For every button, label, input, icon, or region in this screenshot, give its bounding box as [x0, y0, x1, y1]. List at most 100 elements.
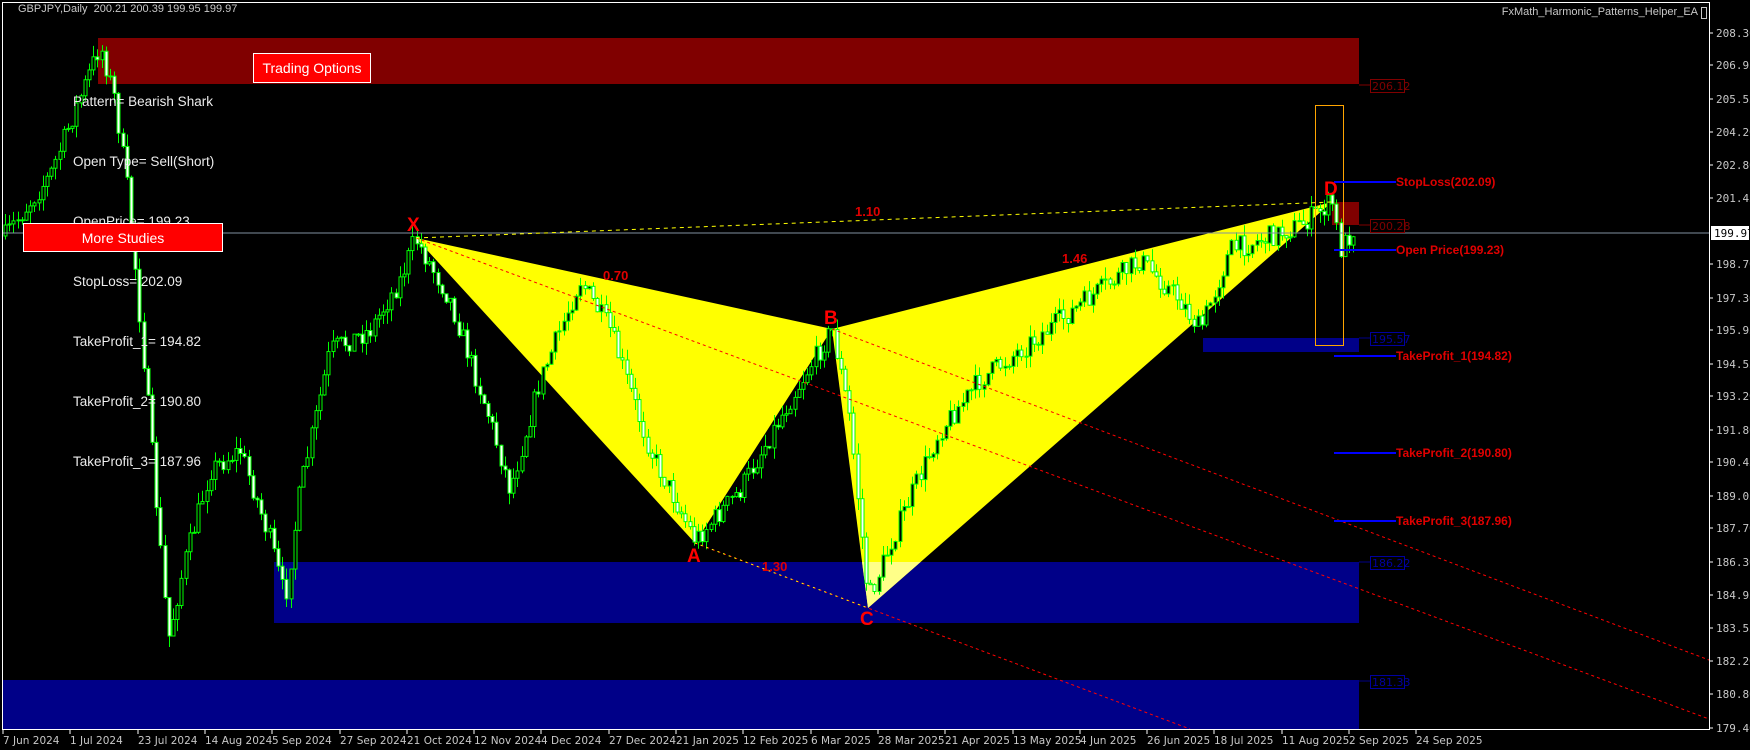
candle: [402, 262, 407, 287]
price-tick-label: 187.70: [1716, 522, 1750, 535]
candle: [1166, 280, 1171, 298]
trading-options-button[interactable]: Trading Options: [253, 53, 371, 83]
candle: [268, 524, 273, 539]
candle: [83, 75, 88, 101]
candle: [137, 258, 142, 333]
candle: [814, 335, 819, 375]
candle: [1087, 281, 1092, 306]
candle: [553, 330, 558, 360]
candle: [280, 556, 285, 590]
price-tick-label: 201.45: [1716, 192, 1750, 205]
candle: [28, 200, 33, 224]
candle: [1049, 313, 1054, 341]
candle: [591, 282, 596, 301]
candle: [692, 517, 697, 546]
candle: [625, 349, 630, 385]
candle: [843, 365, 848, 392]
candle: [209, 470, 214, 496]
trend-line-a: [694, 542, 1191, 729]
ratio-xb-label: 0.70: [603, 268, 628, 283]
pattern-triangle-bcd-overlap: [862, 562, 921, 608]
candle: [1066, 317, 1071, 333]
current-price-tag: 199.97: [1711, 226, 1750, 240]
candle: [1330, 193, 1335, 212]
candle: [935, 435, 940, 460]
trend-line-b: [831, 328, 1709, 661]
price-tick-label: 195.95: [1716, 324, 1750, 337]
candle: [847, 385, 852, 421]
date-tick-label: 6 Mar 2025: [811, 735, 871, 747]
candle: [1234, 232, 1239, 253]
candle: [289, 568, 294, 609]
candle: [188, 523, 193, 561]
price-tick-label: 194.55: [1716, 358, 1750, 371]
ratio-ac-label: 1.30: [762, 559, 787, 574]
date-tick-label: 21 Jan 2025: [676, 735, 739, 747]
more-studies-button[interactable]: More Studies: [23, 223, 223, 252]
candle: [1032, 330, 1037, 352]
ea-smiley-icon[interactable]: [1701, 7, 1707, 19]
candle: [528, 415, 533, 438]
d-completion-box[interactable]: [1315, 105, 1344, 346]
candle: [221, 454, 226, 474]
candle: [524, 435, 529, 458]
candle: [108, 68, 113, 81]
date-tick-label: 12 Feb 2025: [743, 735, 808, 747]
candle: [961, 392, 966, 412]
candle: [885, 546, 890, 557]
candle: [520, 446, 525, 474]
candle: [620, 348, 625, 370]
candle: [205, 480, 210, 514]
candle: [1150, 249, 1155, 274]
date-tick-label: 28 Mar 2025: [878, 735, 945, 747]
ratio-xd-label: 1.10: [855, 204, 880, 219]
candle: [646, 428, 651, 457]
candle: [721, 500, 726, 524]
candle: [570, 301, 575, 321]
candle: [1284, 235, 1289, 248]
candle: [242, 445, 247, 459]
price-axis[interactable]: 208.30 206.95 205.55 204.20 202.80 201.45 198.…: [1709, 27, 1750, 735]
candle: [818, 342, 823, 370]
candle: [776, 418, 781, 430]
info-take-profit-2: TakeProfit_2= 190.80: [73, 394, 201, 409]
take-profit-1-label: TakeProfit_1(194.82): [1396, 349, 1512, 363]
candle: [805, 368, 810, 386]
candle: [146, 365, 151, 396]
candle: [1162, 280, 1167, 296]
candle: [276, 540, 281, 572]
candle: [713, 505, 718, 532]
candle: [431, 258, 436, 284]
candle: [536, 380, 541, 398]
svg-text:200.28: 200.28: [1372, 220, 1411, 233]
candle: [696, 523, 701, 549]
candle: [184, 549, 189, 586]
candle: [3, 213, 8, 240]
candle: [851, 406, 856, 460]
candle: [297, 485, 302, 532]
candle: [1108, 277, 1113, 290]
stop-loss-label: StopLoss(202.09): [1396, 175, 1495, 189]
candle: [1250, 244, 1255, 259]
candle: [339, 336, 344, 342]
candle: [1187, 294, 1192, 325]
candle: [738, 489, 743, 502]
candle: [415, 228, 420, 251]
price-tick-label: 190.45: [1716, 456, 1750, 469]
candle: [931, 451, 936, 462]
candle: [944, 425, 949, 441]
support-zone-1: [1203, 338, 1359, 352]
time-axis[interactable]: 7 Jun 2024 1 Jul 2024 23 Jul 2024 14 Aug 20…: [2, 729, 1483, 747]
candle: [457, 313, 462, 338]
candle: [125, 134, 130, 180]
candle: [772, 415, 777, 459]
candle: [1225, 250, 1230, 277]
candle: [1045, 324, 1050, 335]
candle: [671, 472, 676, 513]
candle: [448, 297, 453, 311]
info-open-type: Open Type= Sell(Short): [73, 154, 215, 169]
candle: [877, 574, 882, 595]
date-tick-label: 5 Sep 2024: [272, 735, 332, 747]
candle: [864, 532, 869, 591]
